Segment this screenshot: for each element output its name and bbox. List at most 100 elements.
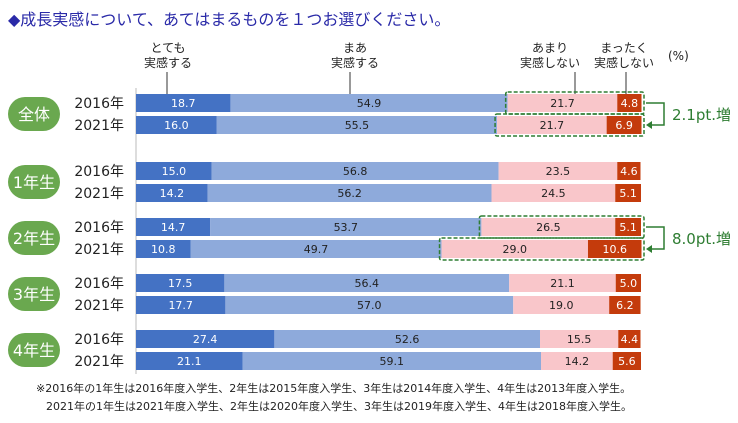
value-label: 21.7 (540, 119, 565, 132)
value-label: 24.5 (541, 187, 566, 200)
bar-segment (136, 240, 191, 258)
bar-segment (225, 296, 514, 314)
group-pill (8, 277, 60, 311)
bar-segment (513, 296, 610, 314)
bar-segment (216, 116, 498, 134)
value-label: 4.4 (621, 333, 639, 346)
footnote-2: 2021年の1年生は2021年度入学生、2年生は2020年度入学生、3年生は20… (46, 400, 632, 413)
bar-segment (481, 218, 616, 236)
value-label: 23.5 (546, 165, 571, 178)
highlight-box (438, 237, 645, 261)
legend-label: とても (150, 41, 185, 55)
bar-segment (136, 94, 231, 112)
group-label: 4年生 (13, 341, 55, 360)
group-pill (8, 333, 60, 367)
bracket-arrow (646, 226, 665, 250)
bar-segment (210, 218, 482, 236)
value-label: 5.1 (619, 187, 637, 200)
value-label: 55.5 (345, 119, 370, 132)
bar-segment (618, 330, 641, 348)
legend-label: 実感する (144, 55, 192, 70)
value-label: 10.6 (602, 243, 627, 256)
bar-segment (136, 352, 243, 370)
value-label: 21.7 (550, 97, 575, 110)
legend-label: あまり (532, 41, 568, 55)
value-label: 57.0 (357, 299, 382, 312)
chart-title: ◆成長実感について、あてはまるものを１つお選びください。 (8, 10, 451, 29)
value-label: 16.0 (164, 119, 189, 132)
bar-segment (242, 352, 542, 370)
group-label: 3年生 (13, 285, 55, 304)
year-label: 2016年 (74, 96, 124, 112)
value-label: 6.2 (616, 299, 634, 312)
legend-label: まったく (600, 41, 648, 55)
bracket-arrow (646, 102, 665, 126)
group-pill (8, 97, 60, 131)
year-label: 2016年 (74, 220, 124, 236)
value-label: 17.7 (168, 299, 193, 312)
value-label: 6.9 (615, 119, 633, 132)
value-label: 27.4 (193, 333, 218, 346)
value-label: 4.8 (621, 97, 639, 110)
bar-segment (615, 184, 641, 202)
bar-segment (230, 94, 508, 112)
bar-segment (190, 240, 442, 258)
arrow-head (646, 121, 652, 129)
value-label: 53.7 (334, 221, 359, 234)
annotation-label: 8.0pt.増 (672, 230, 731, 248)
legend-label: 実感する (331, 55, 379, 70)
bar-segment (497, 116, 607, 134)
value-label: 15.0 (162, 165, 187, 178)
bar-segment (211, 162, 499, 180)
bar-segment (617, 162, 641, 180)
value-label: 56.4 (355, 277, 380, 290)
arrow-head (646, 245, 652, 253)
year-label: 2021年 (74, 242, 124, 258)
value-label: 29.0 (503, 243, 528, 256)
year-label: 2021年 (74, 298, 124, 314)
bar-segment (224, 274, 510, 292)
group-pill (8, 165, 60, 199)
bar-segment (136, 330, 275, 348)
bar-segment (136, 274, 225, 292)
value-label: 54.9 (357, 97, 382, 110)
unit-label: (%) (668, 49, 689, 63)
bar-segment (498, 162, 618, 180)
bar-segment (617, 94, 642, 112)
bar-segment (136, 116, 217, 134)
year-label: 2021年 (74, 186, 124, 202)
legend-label: 実感しない (594, 55, 654, 70)
value-label: 4.6 (620, 165, 638, 178)
value-label: 10.8 (151, 243, 176, 256)
value-label: 56.2 (337, 187, 362, 200)
value-label: 14.7 (161, 221, 186, 234)
value-label: 17.5 (168, 277, 193, 290)
bar-segment (615, 274, 641, 292)
annotation-label: 2.1pt.増 (672, 106, 731, 124)
bar-segment (136, 296, 226, 314)
bar-segment (507, 94, 618, 112)
value-label: 14.2 (565, 355, 590, 368)
bar-segment (491, 184, 616, 202)
bar-segment (509, 274, 616, 292)
value-label: 19.0 (549, 299, 574, 312)
value-label: 59.1 (380, 355, 405, 368)
bar-segment (612, 352, 641, 370)
bar-segment (609, 296, 641, 314)
bar-segment (136, 218, 211, 236)
legend-label: 実感しない (520, 55, 580, 70)
year-label: 2021年 (74, 118, 124, 134)
value-label: 49.7 (304, 243, 329, 256)
bar-segment (136, 162, 212, 180)
value-label: 15.5 (567, 333, 592, 346)
value-label: 14.2 (160, 187, 185, 200)
highlight-box (494, 113, 645, 137)
legend-label: まあ (343, 41, 367, 55)
bar-segment (540, 330, 619, 348)
value-label: 18.7 (171, 97, 196, 110)
value-label: 56.8 (343, 165, 368, 178)
footnote-1: ※2016年の1年生は2016年度入学生、2年生は2015年度入学生、3年生は2… (36, 382, 632, 395)
group-pill (8, 221, 60, 255)
bar-segment (274, 330, 540, 348)
